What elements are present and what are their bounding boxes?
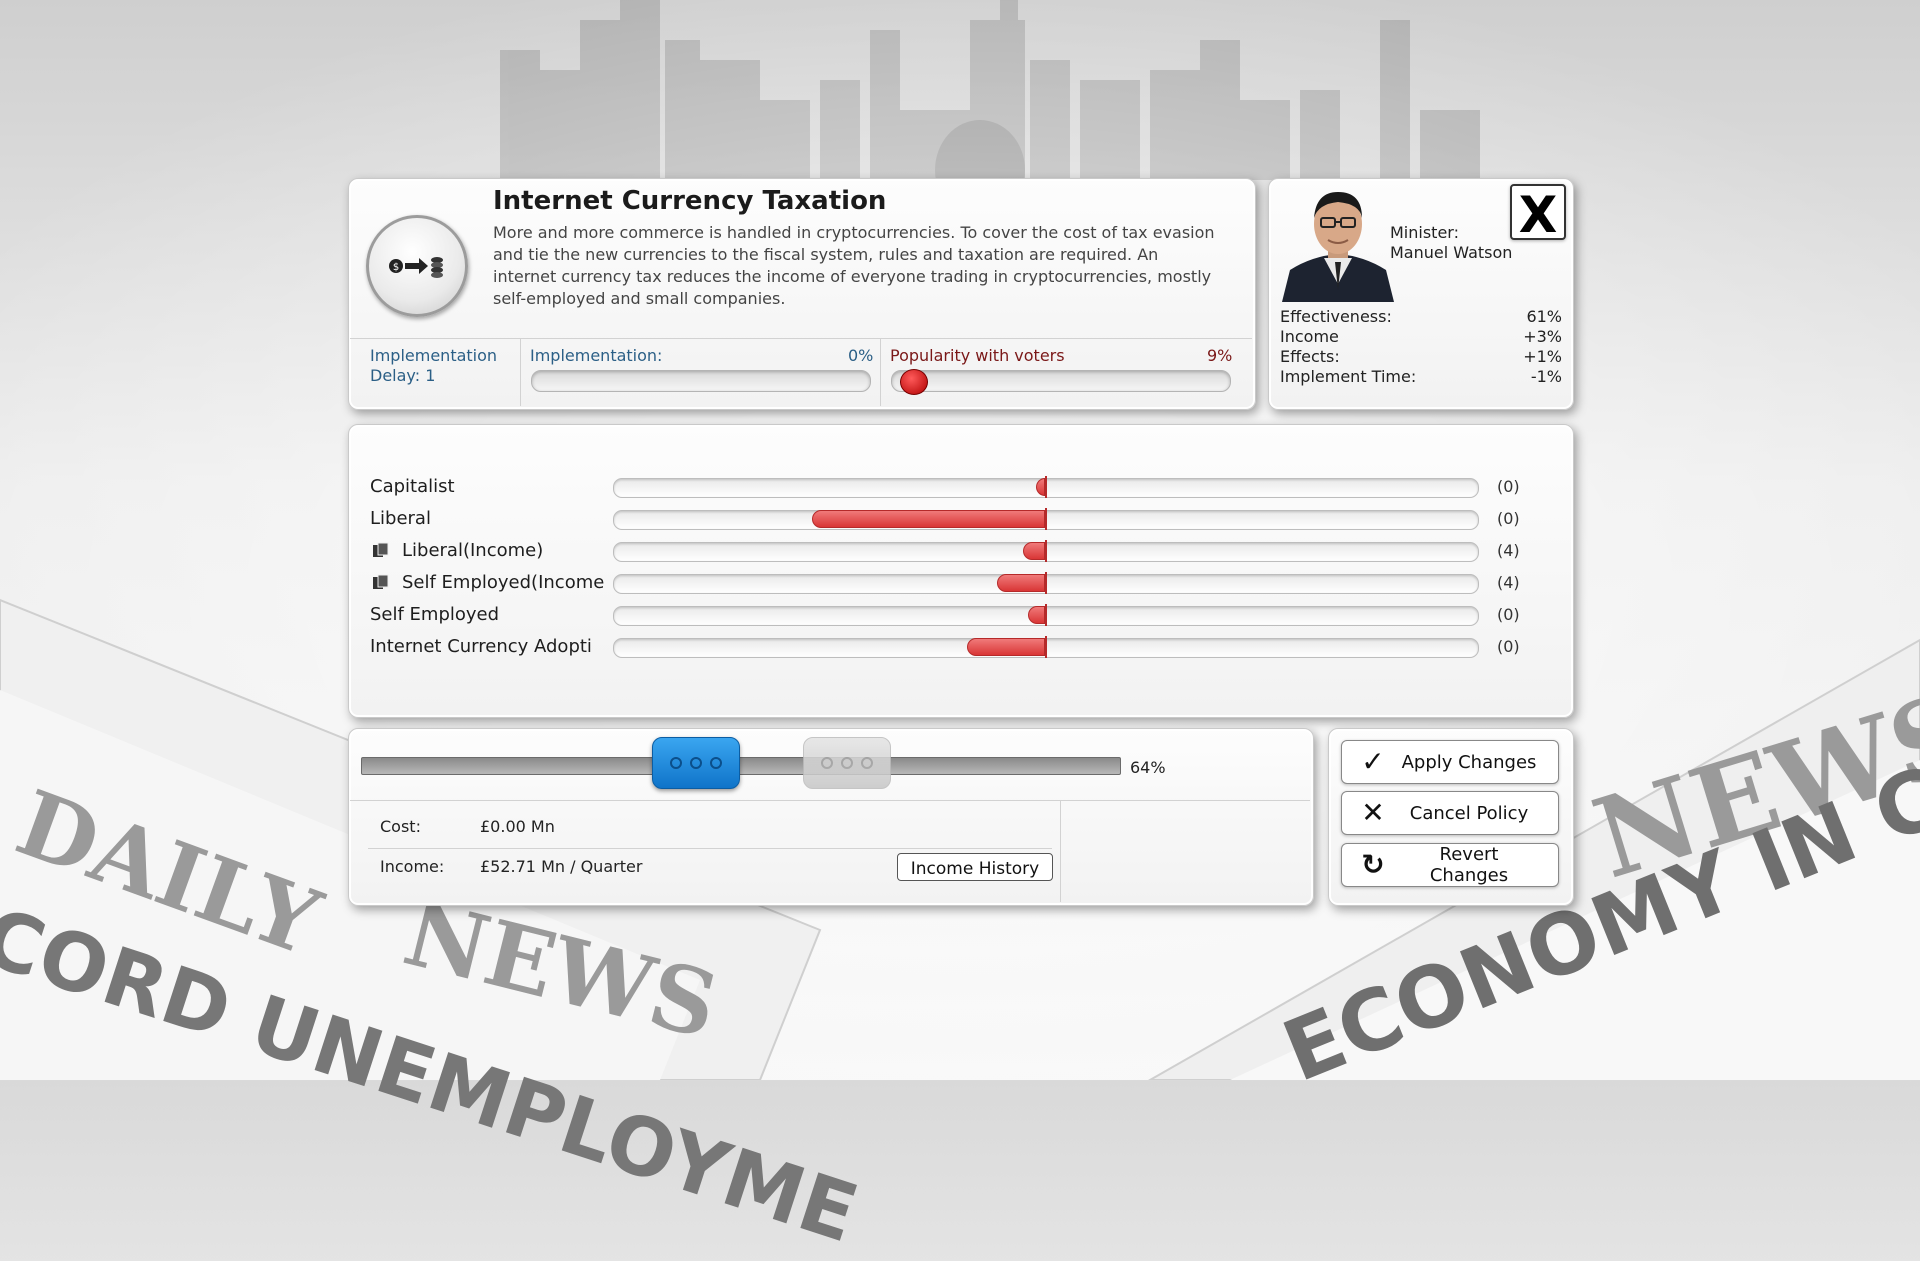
income-group-icon [372,542,390,558]
voter-effect-bar [811,510,1045,528]
voter-effect-center-line [1045,572,1047,594]
voter-group-count: (0) [1497,509,1520,528]
stat-value: +1% [1523,347,1562,366]
popularity-percent: 9% [1207,346,1233,365]
delay-divider [520,338,521,406]
stat-label: Effectiveness: [1280,307,1392,326]
policy-description: More and more commerce is handled in cry… [493,223,1215,308]
stat-value: -1% [1530,367,1562,386]
implementation-delay-value: Delay: 1 [370,366,436,385]
grip-dot [821,757,834,769]
voter-effect-center-line [1045,508,1047,530]
voter-group-label: Capitalist [370,476,455,497]
impl-divider [880,338,881,406]
minister-name: Manuel Watson [1390,243,1513,262]
voter-effect-bar [1023,542,1045,560]
implementation-percent: 0% [848,346,874,365]
cost-value: £0.00 Mn [480,817,555,836]
revert-changes-label: Revert Changes [1429,844,1509,886]
income-history-button[interactable]: Income History [897,853,1053,881]
minister-stats-list: Effectiveness: 61% Income +3% Effects: +… [1280,307,1562,387]
cancel-policy-label: Cancel Policy [1409,802,1529,824]
grip-dot [841,757,854,769]
stat-row-income: Income +3% [1280,327,1562,347]
slider-target-handle[interactable] [803,737,892,789]
stat-label: Implement Time: [1280,367,1417,386]
svg-text:$: $ [393,262,399,273]
voter-group-label: Liberal [370,508,431,529]
slider-value-label: 64% [1130,758,1166,777]
voter-effect-center-line [1045,476,1047,498]
popularity-label: Popularity with voters [890,346,1065,365]
checkmark-icon: ✓ [1361,745,1385,778]
voter-effect-bar [1027,606,1045,624]
minister-portrait [1282,192,1394,302]
finance-divider [1060,800,1061,902]
voter-group-count: (4) [1497,541,1520,560]
voter-effect-center-line [1045,604,1047,626]
income-label: Income: [380,857,445,876]
voter-effect-bar [997,574,1045,592]
grip-dot [669,757,682,769]
cross-icon: ✕ [1361,796,1385,829]
policy-glyph: $ [389,257,443,278]
close-button[interactable]: X [1510,184,1566,243]
voter-group-label: Self Employed(Income [402,572,605,593]
stat-row-implement-time: Implement Time: -1% [1280,367,1562,387]
revert-changes-button[interactable]: ↻ Revert Changes [1341,843,1559,887]
voter-group-label: Liberal(Income) [402,540,544,561]
finance-row-divider [368,848,1052,849]
voter-effects-panel [348,424,1574,718]
voter-group-label: Self Employed [370,604,500,625]
popularity-indicator [899,369,928,395]
cost-label: Cost: [380,817,421,836]
slider-current-handle[interactable] [651,737,740,789]
cash-to-coins-icon: $ [366,215,468,317]
income-value: £52.71 Mn / Quarter [480,857,643,876]
stat-row-effectiveness: Effectiveness: 61% [1280,307,1562,327]
apply-changes-button[interactable]: ✓ Apply Changes [1341,740,1559,784]
stat-label: Income [1280,327,1339,346]
voter-group-count: (0) [1497,477,1520,496]
voter-group-count: (4) [1497,573,1520,592]
stat-value: 61% [1526,307,1562,326]
income-group-icon [372,574,390,590]
policy-intensity-slider[interactable] [361,757,1121,775]
voter-effect-center-line [1045,636,1047,658]
minister-role-label: Minister: [1390,223,1459,242]
grip-dot [861,757,874,769]
voter-effect-bar [967,638,1045,656]
header-divider [350,338,1252,339]
voter-effect-center-line [1045,540,1047,562]
voter-group-count: (0) [1497,637,1520,656]
grip-dot [689,757,702,769]
stat-value: +3% [1523,327,1562,346]
stat-label: Effects: [1280,347,1340,366]
stat-row-effects: Effects: +1% [1280,347,1562,367]
revert-arrow-icon: ↻ [1361,848,1385,881]
grip-dot [709,757,722,769]
apply-changes-label: Apply Changes [1401,751,1537,773]
implementation-progress-bar [531,370,871,392]
cancel-policy-button[interactable]: ✕ Cancel Policy [1341,791,1559,835]
policy-title: Internet Currency Taxation [493,186,887,216]
voter-group-count: (0) [1497,605,1520,624]
popularity-bar [891,369,1231,395]
implementation-delay-label: Implementation [370,346,498,365]
voter-group-label: Internet Currency Adopti [370,636,592,657]
voter-effect-bar [1036,478,1045,496]
implementation-label: Implementation: [530,346,663,365]
slider-divider [350,800,1310,801]
